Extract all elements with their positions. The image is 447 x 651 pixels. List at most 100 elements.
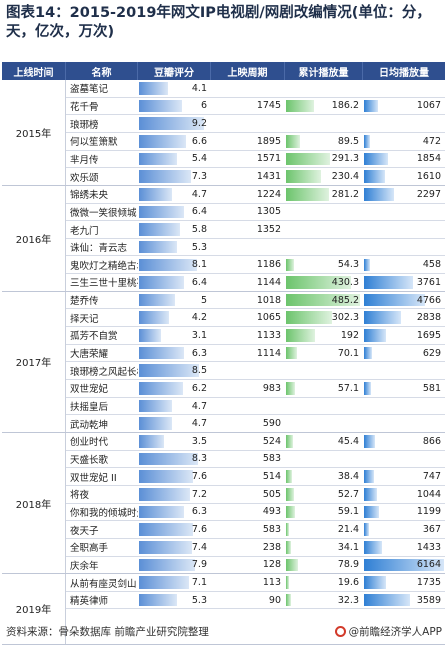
score-bar [139, 293, 175, 307]
days-value: 1352 [256, 224, 281, 235]
days-value: 90 [268, 594, 281, 606]
daily-views-bar [364, 258, 370, 272]
table-row: 择天记 4.2 1065 302.3 2838 [2, 309, 445, 328]
total-views-bar [286, 152, 331, 166]
cell-total-views: 54.3 [285, 257, 363, 275]
cell-name: 精英律师 [66, 592, 138, 610]
total-views-bar [286, 258, 295, 272]
score-bar [139, 505, 184, 519]
table-row: 芈月传 5.4 1571 291.3 1854 [2, 151, 445, 169]
drama-name: 从前有座灵剑山 [70, 578, 137, 590]
cell-days: 583 [211, 521, 285, 539]
cell-score: 5.3 [138, 239, 211, 257]
table-row: 花千骨 6 1745 186.2 1067 [2, 98, 445, 116]
daily-views-value: 3589 [416, 594, 441, 606]
cell-daily-views: 2838 [363, 309, 445, 328]
cell-name: 庆余年 [66, 557, 138, 575]
daily-views-value: 1199 [416, 506, 441, 518]
total-views-bar [286, 576, 289, 589]
score-bar [139, 540, 192, 554]
cell-name: 芈月传 [66, 151, 138, 169]
cell-days: 90 [211, 592, 285, 610]
cell-total-views [285, 415, 363, 433]
cell-days: 1305 [211, 204, 285, 222]
cell-score: 6.2 [138, 380, 211, 398]
score-value: 6.4 [191, 276, 207, 288]
drama-name: 琅琊榜 [70, 119, 99, 131]
total-views-bar [286, 470, 292, 483]
cell-total-views: 291.3 [285, 151, 363, 169]
score-bar [139, 152, 178, 166]
cell-days: 1352 [211, 221, 285, 239]
cell-days [211, 115, 285, 133]
cell-daily-views: 1433 [363, 539, 445, 557]
total-views-value: 38.4 [337, 471, 359, 483]
score-value: 6.4 [191, 206, 207, 218]
cell-days: 1065 [211, 309, 285, 328]
days-value: 113 [262, 577, 281, 588]
cell-days: 128 [211, 557, 285, 575]
cell-days: 1133 [211, 327, 285, 345]
cell-name: 双世宠妃 II [66, 468, 138, 486]
score-value: 6.3 [191, 506, 207, 518]
table-row: 欢乐颂 7.3 1431 230.4 1610 [2, 168, 445, 186]
table-row: 诛仙：青云志 5.3 [2, 239, 445, 257]
table-row: 微微一笑很倾城 6.4 1305 [2, 204, 445, 222]
cell-total-views: 32.3 [285, 592, 363, 610]
cell-total-views [285, 362, 363, 381]
total-views-bar [286, 540, 292, 554]
table-row: 将夜 7.2 505 52.7 1044 [2, 486, 445, 504]
daily-views-bar [364, 311, 401, 325]
score-value: 7.9 [191, 559, 207, 571]
year-group-label: 2018年 [2, 433, 66, 575]
daily-views-bar [364, 382, 372, 395]
drama-name: 琅琊榜之风起长林 [70, 366, 138, 378]
cell-daily-views: 1044 [363, 486, 445, 504]
cell-total-views: 89.5 [285, 133, 363, 151]
score-bar [139, 399, 173, 413]
days-value: 505 [262, 488, 281, 500]
score-value: 5 [200, 294, 207, 306]
table-row: 双世宠妃 6.2 983 57.1 581 [2, 380, 445, 398]
cell-daily-views: 629 [363, 345, 445, 363]
total-views-value: 230.4 [331, 171, 359, 183]
daily-views-bar [364, 435, 376, 448]
daily-views-value: 367 [422, 524, 441, 536]
cell-daily-views [363, 398, 445, 416]
cell-name: 楚乔传 [66, 292, 138, 310]
drama-name: 大唐荣耀 [70, 349, 109, 361]
drama-name: 武动乾坤 [70, 419, 109, 431]
total-views-value: 59.1 [337, 506, 359, 518]
table-row: 琅琊榜 9.2 [2, 115, 445, 133]
daily-views-bar [364, 187, 394, 201]
cell-total-views: 78.9 [285, 557, 363, 575]
table-row: 老九门 5.8 1352 [2, 221, 445, 239]
cell-total-views [285, 239, 363, 257]
cell-name: 从前有座灵剑山 [66, 574, 138, 592]
daily-views-value: 4766 [416, 294, 441, 306]
score-bar [139, 276, 185, 289]
cell-score: 5.3 [138, 592, 211, 610]
header-total-views: 累计播放量 [285, 62, 363, 80]
daily-views-bar [364, 523, 369, 536]
cell-total-views [285, 204, 363, 222]
cell-score: 6.6 [138, 133, 211, 151]
score-bar [139, 187, 173, 201]
daily-views-value: 458 [422, 259, 441, 271]
cell-total-views: 230.4 [285, 168, 363, 186]
drama-name: 双世宠妃 [70, 384, 109, 396]
daily-views-bar [364, 329, 386, 342]
days-value: 983 [262, 382, 281, 394]
cell-score: 4.2 [138, 309, 211, 328]
cell-name: 锦绣未央 [66, 186, 138, 204]
cell-name: 花千骨 [66, 98, 138, 116]
score-bar [139, 576, 190, 589]
score-value: 5.3 [191, 241, 207, 253]
total-views-bar [286, 99, 315, 113]
table-row: 精英律师 5.3 90 32.3 3589 [2, 592, 445, 610]
score-value: 4.2 [191, 312, 207, 324]
cell-days: 1144 [211, 274, 285, 292]
cell-name: 盗墓笔记 [66, 80, 138, 98]
total-views-bar [286, 170, 322, 183]
cell-days: 1224 [211, 186, 285, 204]
